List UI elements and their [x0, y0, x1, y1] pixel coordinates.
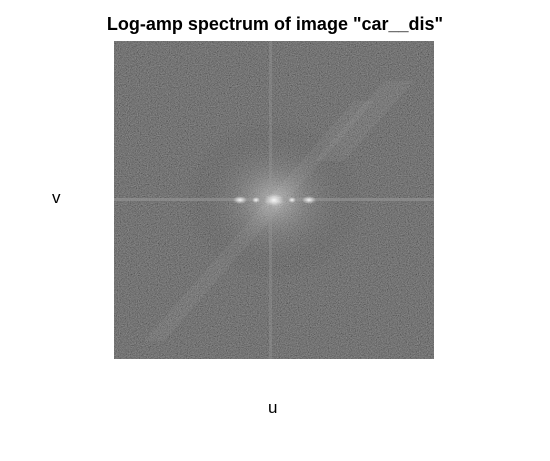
- spectrum-svg: [114, 41, 434, 359]
- x-axis-label: u: [268, 398, 278, 417]
- y-axis-label: v: [52, 188, 61, 207]
- plot-title: Log-amp spectrum of image "car__dis": [106, 14, 444, 34]
- spectrum-image: [114, 41, 434, 359]
